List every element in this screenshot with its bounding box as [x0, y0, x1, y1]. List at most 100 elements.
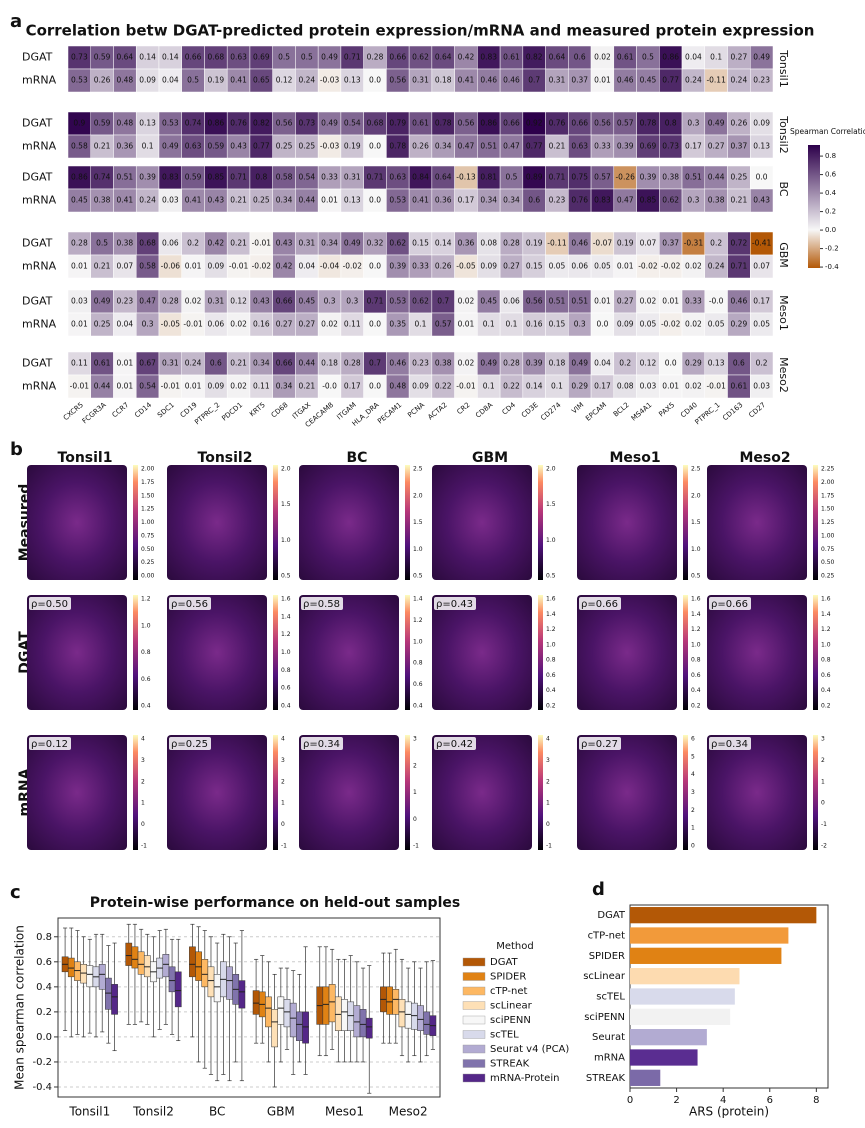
image-colorbar-label: 2.0: [546, 466, 556, 473]
x-tick-label: ACTA2: [426, 401, 448, 422]
image-colorbar-label: 1.6: [821, 596, 831, 603]
cell-label: 0.04: [162, 76, 179, 85]
cell-label: 0.56: [389, 76, 406, 85]
y-tick-label: 0.6: [36, 957, 52, 968]
cell-label: 0.04: [594, 359, 611, 368]
row-label: mRNA: [22, 74, 57, 87]
box: [168, 966, 176, 993]
cell-label: 0.01: [71, 262, 88, 271]
image-colorbar-label: 1.0: [281, 537, 291, 544]
cell-label: 0.41: [458, 76, 475, 85]
cell-label: 0.25: [276, 142, 293, 151]
legend-swatch: [462, 1073, 486, 1083]
cell-label: 0.46: [503, 76, 520, 85]
tissue-image: [432, 735, 532, 850]
y-tick-label: DGAT: [597, 910, 626, 921]
cell-label: 0.47: [458, 142, 475, 151]
x-tick-label: CCR7: [111, 401, 131, 419]
cell-label: 0.27: [617, 297, 634, 306]
box: [67, 957, 75, 978]
cell-label: 0.83: [162, 173, 179, 182]
image-colorbar-label: 1.25: [141, 506, 155, 513]
cell-label: 0.54: [344, 119, 361, 128]
cell-label: 0.37: [731, 142, 748, 151]
image-colorbar-label: 0.50: [141, 546, 155, 553]
cell-label: 0.45: [640, 76, 657, 85]
cell-label: 0.21: [94, 142, 111, 151]
image-colorbar-label: 1.50: [141, 492, 155, 499]
image-colorbar-label: 0.5: [546, 573, 556, 580]
image-colorbar-label: 1.4: [281, 613, 291, 620]
x-tick-label: CD40: [679, 401, 699, 419]
cell-label: 0.27: [708, 142, 725, 151]
cell-label: -0.01: [252, 239, 272, 248]
cell-label: 0.31: [298, 239, 315, 248]
x-tick-label: CD14: [133, 401, 153, 420]
heat-cell: [750, 254, 774, 279]
cell-label: 0.66: [276, 359, 293, 368]
cell-label: 0.43: [753, 196, 770, 205]
bar: [630, 968, 740, 985]
cell-label: 0.28: [162, 297, 179, 306]
cell-label: 0.72: [731, 239, 748, 248]
x-tick-label: 2: [673, 1095, 679, 1106]
cell-label: 0.86: [71, 173, 88, 182]
box: [392, 989, 400, 1015]
cell-label: 0.49: [480, 359, 497, 368]
heat-cell: [750, 68, 774, 93]
cell-label: 0.06: [503, 297, 520, 306]
cell-label: 0.14: [435, 239, 452, 248]
annotation: ρ=0.27: [581, 739, 618, 750]
cell-label: 0.78: [435, 119, 452, 128]
cell-label: 0.29: [571, 382, 588, 391]
cell-label: 0.83: [480, 53, 497, 62]
cell-label: -0.01: [706, 382, 726, 391]
cell-label: 0.31: [412, 76, 429, 85]
cell-label: 0.07: [640, 239, 657, 248]
cell-label: 0.14: [526, 382, 543, 391]
cell-label: 0.38: [435, 359, 452, 368]
cell-label: 0.02: [458, 359, 475, 368]
cell-label: 0.86: [207, 119, 224, 128]
cell-label: 0.39: [640, 173, 657, 182]
cell-label: -0.01: [229, 262, 249, 271]
tissue-image: [577, 735, 677, 850]
image-colorbar-label: 0.6: [141, 676, 151, 683]
cell-label: 0.49: [162, 142, 179, 151]
cell-label: 0.76: [571, 196, 588, 205]
cell-label: 0.23: [549, 196, 566, 205]
annotation-box: [579, 737, 621, 750]
x-tick-label: 8: [813, 1095, 819, 1106]
cell-label: 0.04: [117, 320, 134, 329]
tissue-image: [577, 465, 677, 580]
cell-label: -0.02: [343, 262, 363, 271]
cell-label: 0.13: [708, 359, 725, 368]
cell-label: 0.09: [480, 262, 497, 271]
cell-label: 0.17: [594, 382, 611, 391]
cell-label: 0.02: [185, 297, 202, 306]
cell-label: 0.53: [71, 76, 88, 85]
annotation-box: [434, 737, 476, 750]
cell-label: 0.89: [526, 173, 543, 182]
box: [86, 965, 94, 988]
cell-label: 0.05: [708, 320, 725, 329]
cell-label: 0.05: [753, 320, 770, 329]
tissue-image: [167, 595, 267, 710]
bar: [630, 988, 735, 1005]
image-colorbar: [133, 735, 138, 850]
tissue-image: [707, 595, 807, 710]
image-colorbar-label: 1.25: [821, 519, 835, 526]
row-label: DGAT: [22, 51, 53, 64]
cell-label: 0.27: [503, 262, 520, 271]
colorbar-tick-label: 0.6: [825, 171, 837, 179]
image-colorbar-label: 4: [141, 736, 145, 743]
cell-label: 0.66: [185, 53, 202, 62]
y-tick-label: -0.2: [32, 1057, 52, 1068]
row-label: mRNA: [22, 140, 57, 153]
annotation-box: [169, 597, 211, 610]
box: [271, 1009, 278, 1048]
cell-label: 0.77: [662, 76, 679, 85]
cell-label: 0.23: [753, 76, 770, 85]
cell-label: 0.18: [435, 76, 452, 85]
cell-label: 0.53: [389, 196, 406, 205]
